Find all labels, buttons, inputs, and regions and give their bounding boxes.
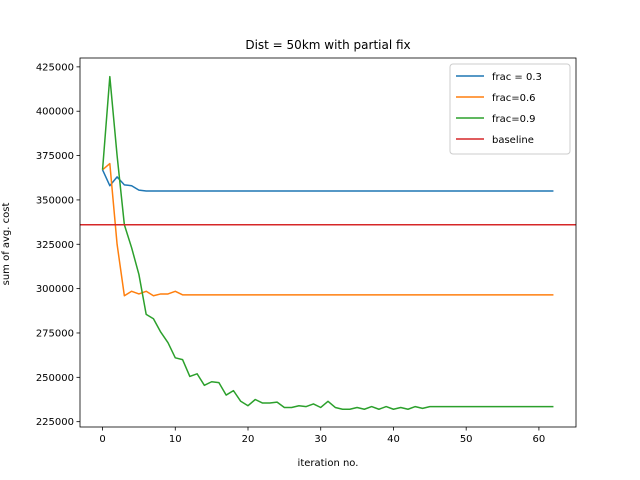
- chart-title: Dist = 50km with partial fix: [245, 38, 410, 52]
- plot-lines: [80, 75, 576, 411]
- x-tick-label: 30: [314, 434, 327, 445]
- legend-label-frac-0-9: frac=0.9: [492, 114, 536, 125]
- y-tick-label: 425000: [36, 62, 74, 73]
- series-line-frac-0-3: [101, 169, 554, 192]
- x-tick-label: 60: [533, 434, 546, 445]
- legend-label-frac-0-6: frac=0.6: [492, 93, 536, 104]
- y-axis-label: sum of avg. cost: [1, 203, 12, 286]
- y-tick-label: 300000: [36, 284, 74, 295]
- y-tick-label: 400000: [36, 107, 74, 118]
- x-tick-label: 40: [387, 434, 400, 445]
- x-tick-label: 50: [460, 434, 473, 445]
- y-tick-label: 325000: [36, 240, 74, 251]
- x-tick-label: 20: [242, 434, 255, 445]
- y-tick-label: 250000: [36, 373, 74, 384]
- legend-box: [449, 63, 571, 155]
- plot-frame: [79, 57, 577, 428]
- x-tick-label: 10: [169, 434, 182, 445]
- series-line-frac-0-6: [102, 162, 554, 297]
- x-axis: 0 10 20 30 40 50 60: [99, 427, 545, 445]
- y-tick-label: 350000: [36, 195, 74, 206]
- x-tick-label: 0: [99, 434, 105, 445]
- y-tick-label: 275000: [36, 328, 74, 339]
- series-line-frac-0-9: [101, 75, 554, 411]
- legend-label-baseline: baseline: [492, 135, 534, 146]
- y-tick-label: 225000: [36, 417, 74, 428]
- x-axis-label: iteration no.: [298, 458, 359, 469]
- y-axis: 225000 250000 275000 300000 325000 350000 3750…: [36, 62, 80, 428]
- y-tick-label: 375000: [36, 151, 74, 162]
- legend: frac = 0.3 frac=0.6 frac=0.9 baseline: [449, 63, 571, 155]
- legend-label-frac-0-3: frac = 0.3: [492, 72, 542, 83]
